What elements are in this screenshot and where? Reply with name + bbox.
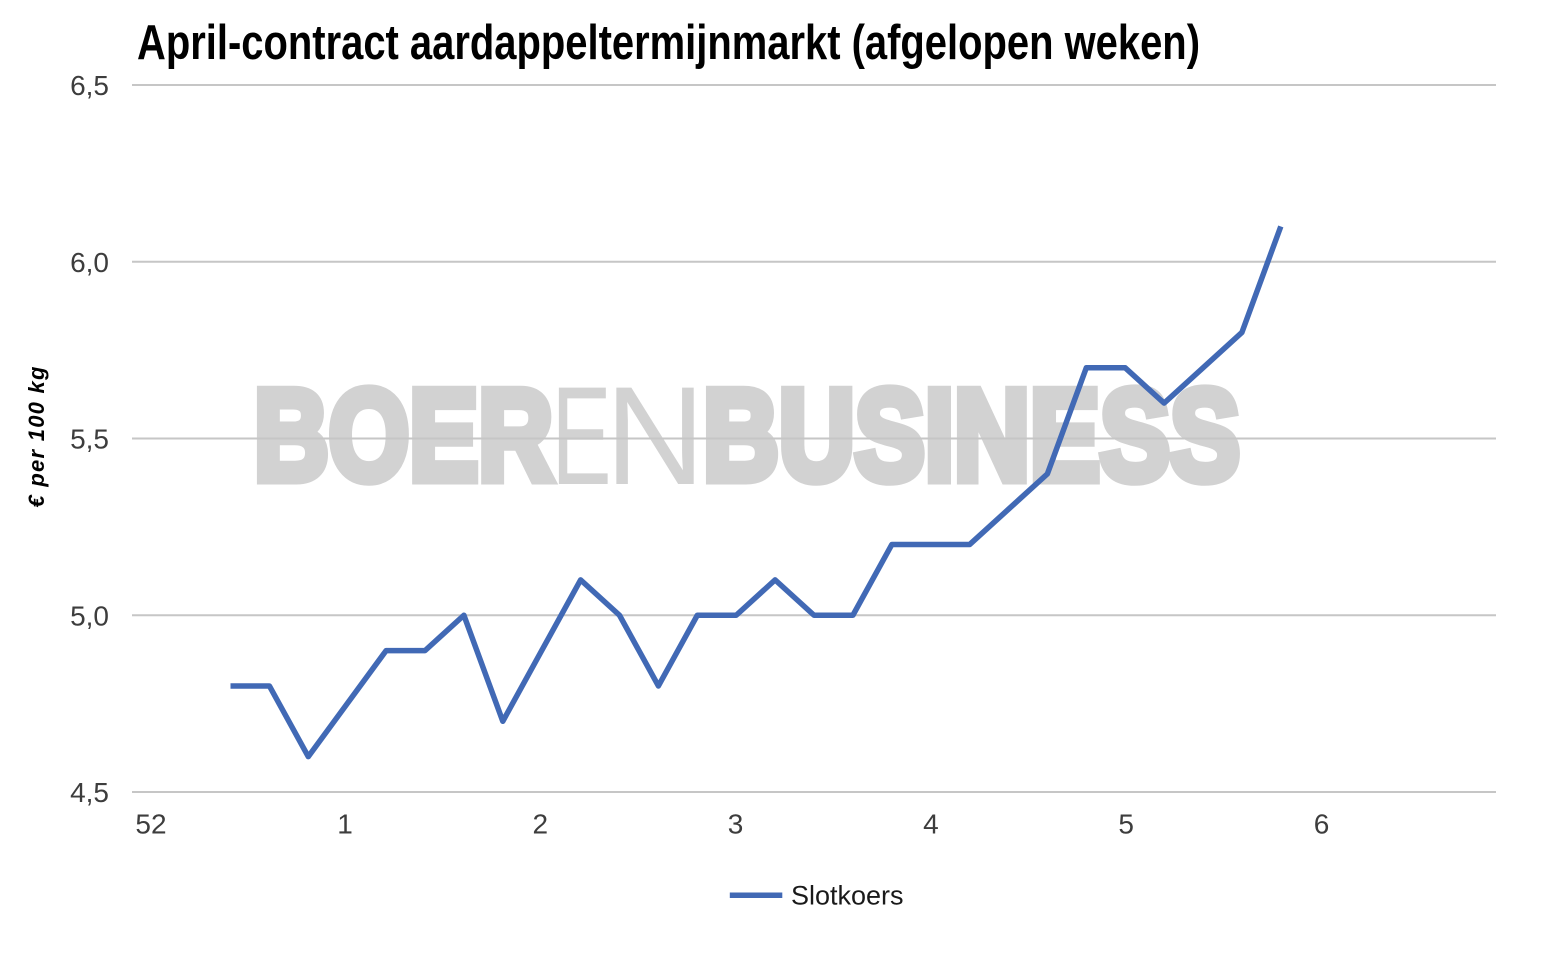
svg-text:6: 6 [1314,809,1330,840]
svg-text:52: 52 [135,809,166,840]
svg-text:2: 2 [533,809,549,840]
svg-text:N: N [605,357,705,514]
svg-text:4,5: 4,5 [70,777,109,808]
svg-text:BUSINESS: BUSINESS [703,364,1240,508]
svg-text:1: 1 [337,809,353,840]
svg-text:5,5: 5,5 [70,424,109,455]
svg-text:6,0: 6,0 [70,247,109,278]
svg-text:6,5: 6,5 [70,70,109,101]
svg-text:E: E [552,357,612,514]
svg-text:5: 5 [1118,809,1134,840]
svg-text:3: 3 [728,809,744,840]
svg-text:April-contract aardappeltermij: April-contract aardappeltermijnmarkt (af… [137,16,1200,70]
svg-text:5,0: 5,0 [70,600,109,631]
svg-text:Slotkoers: Slotkoers [791,881,904,911]
svg-text:€ per 100 kg: € per 100 kg [24,366,49,508]
svg-text:BOER: BOER [254,364,553,508]
svg-text:4: 4 [923,809,939,840]
